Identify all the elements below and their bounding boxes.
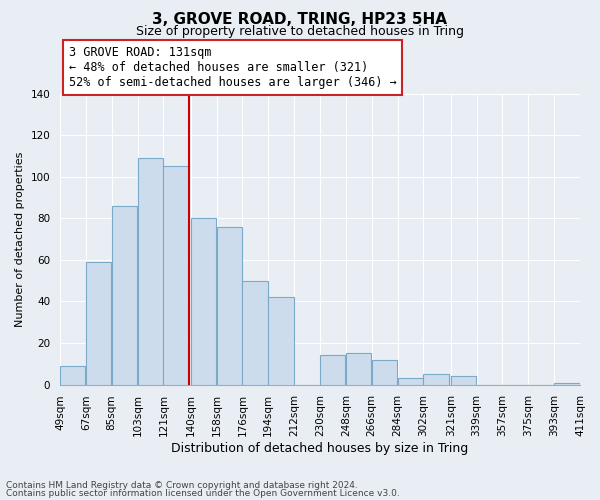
Bar [60,366,85,384]
Bar [112,206,137,384]
Bar [163,166,189,384]
Bar [554,382,580,384]
Text: 3, GROVE ROAD, TRING, HP23 5HA: 3, GROVE ROAD, TRING, HP23 5HA [152,12,448,28]
Bar [372,360,397,384]
Bar [191,218,216,384]
Bar [86,262,112,384]
Bar [320,356,346,384]
Bar [451,376,476,384]
Bar [398,378,423,384]
Bar [137,158,163,384]
Text: Contains public sector information licensed under the Open Government Licence v3: Contains public sector information licen… [6,489,400,498]
Bar [242,280,268,384]
Bar [346,354,371,384]
Bar [424,374,449,384]
Text: Size of property relative to detached houses in Tring: Size of property relative to detached ho… [136,25,464,38]
Text: 3 GROVE ROAD: 131sqm
← 48% of detached houses are smaller (321)
52% of semi-deta: 3 GROVE ROAD: 131sqm ← 48% of detached h… [68,46,397,90]
Bar [268,298,294,384]
Y-axis label: Number of detached properties: Number of detached properties [15,152,25,326]
X-axis label: Distribution of detached houses by size in Tring: Distribution of detached houses by size … [172,442,469,455]
Bar [217,226,242,384]
Text: Contains HM Land Registry data © Crown copyright and database right 2024.: Contains HM Land Registry data © Crown c… [6,480,358,490]
